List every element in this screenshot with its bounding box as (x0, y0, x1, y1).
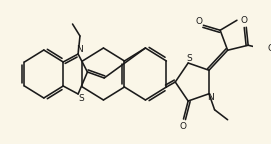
Text: N: N (77, 46, 83, 54)
Text: S: S (186, 54, 192, 64)
Text: N: N (208, 93, 214, 102)
Text: S: S (78, 93, 84, 103)
Text: O: O (267, 44, 271, 53)
Text: O: O (179, 122, 186, 130)
Text: O: O (195, 17, 202, 26)
Text: O: O (241, 16, 248, 25)
